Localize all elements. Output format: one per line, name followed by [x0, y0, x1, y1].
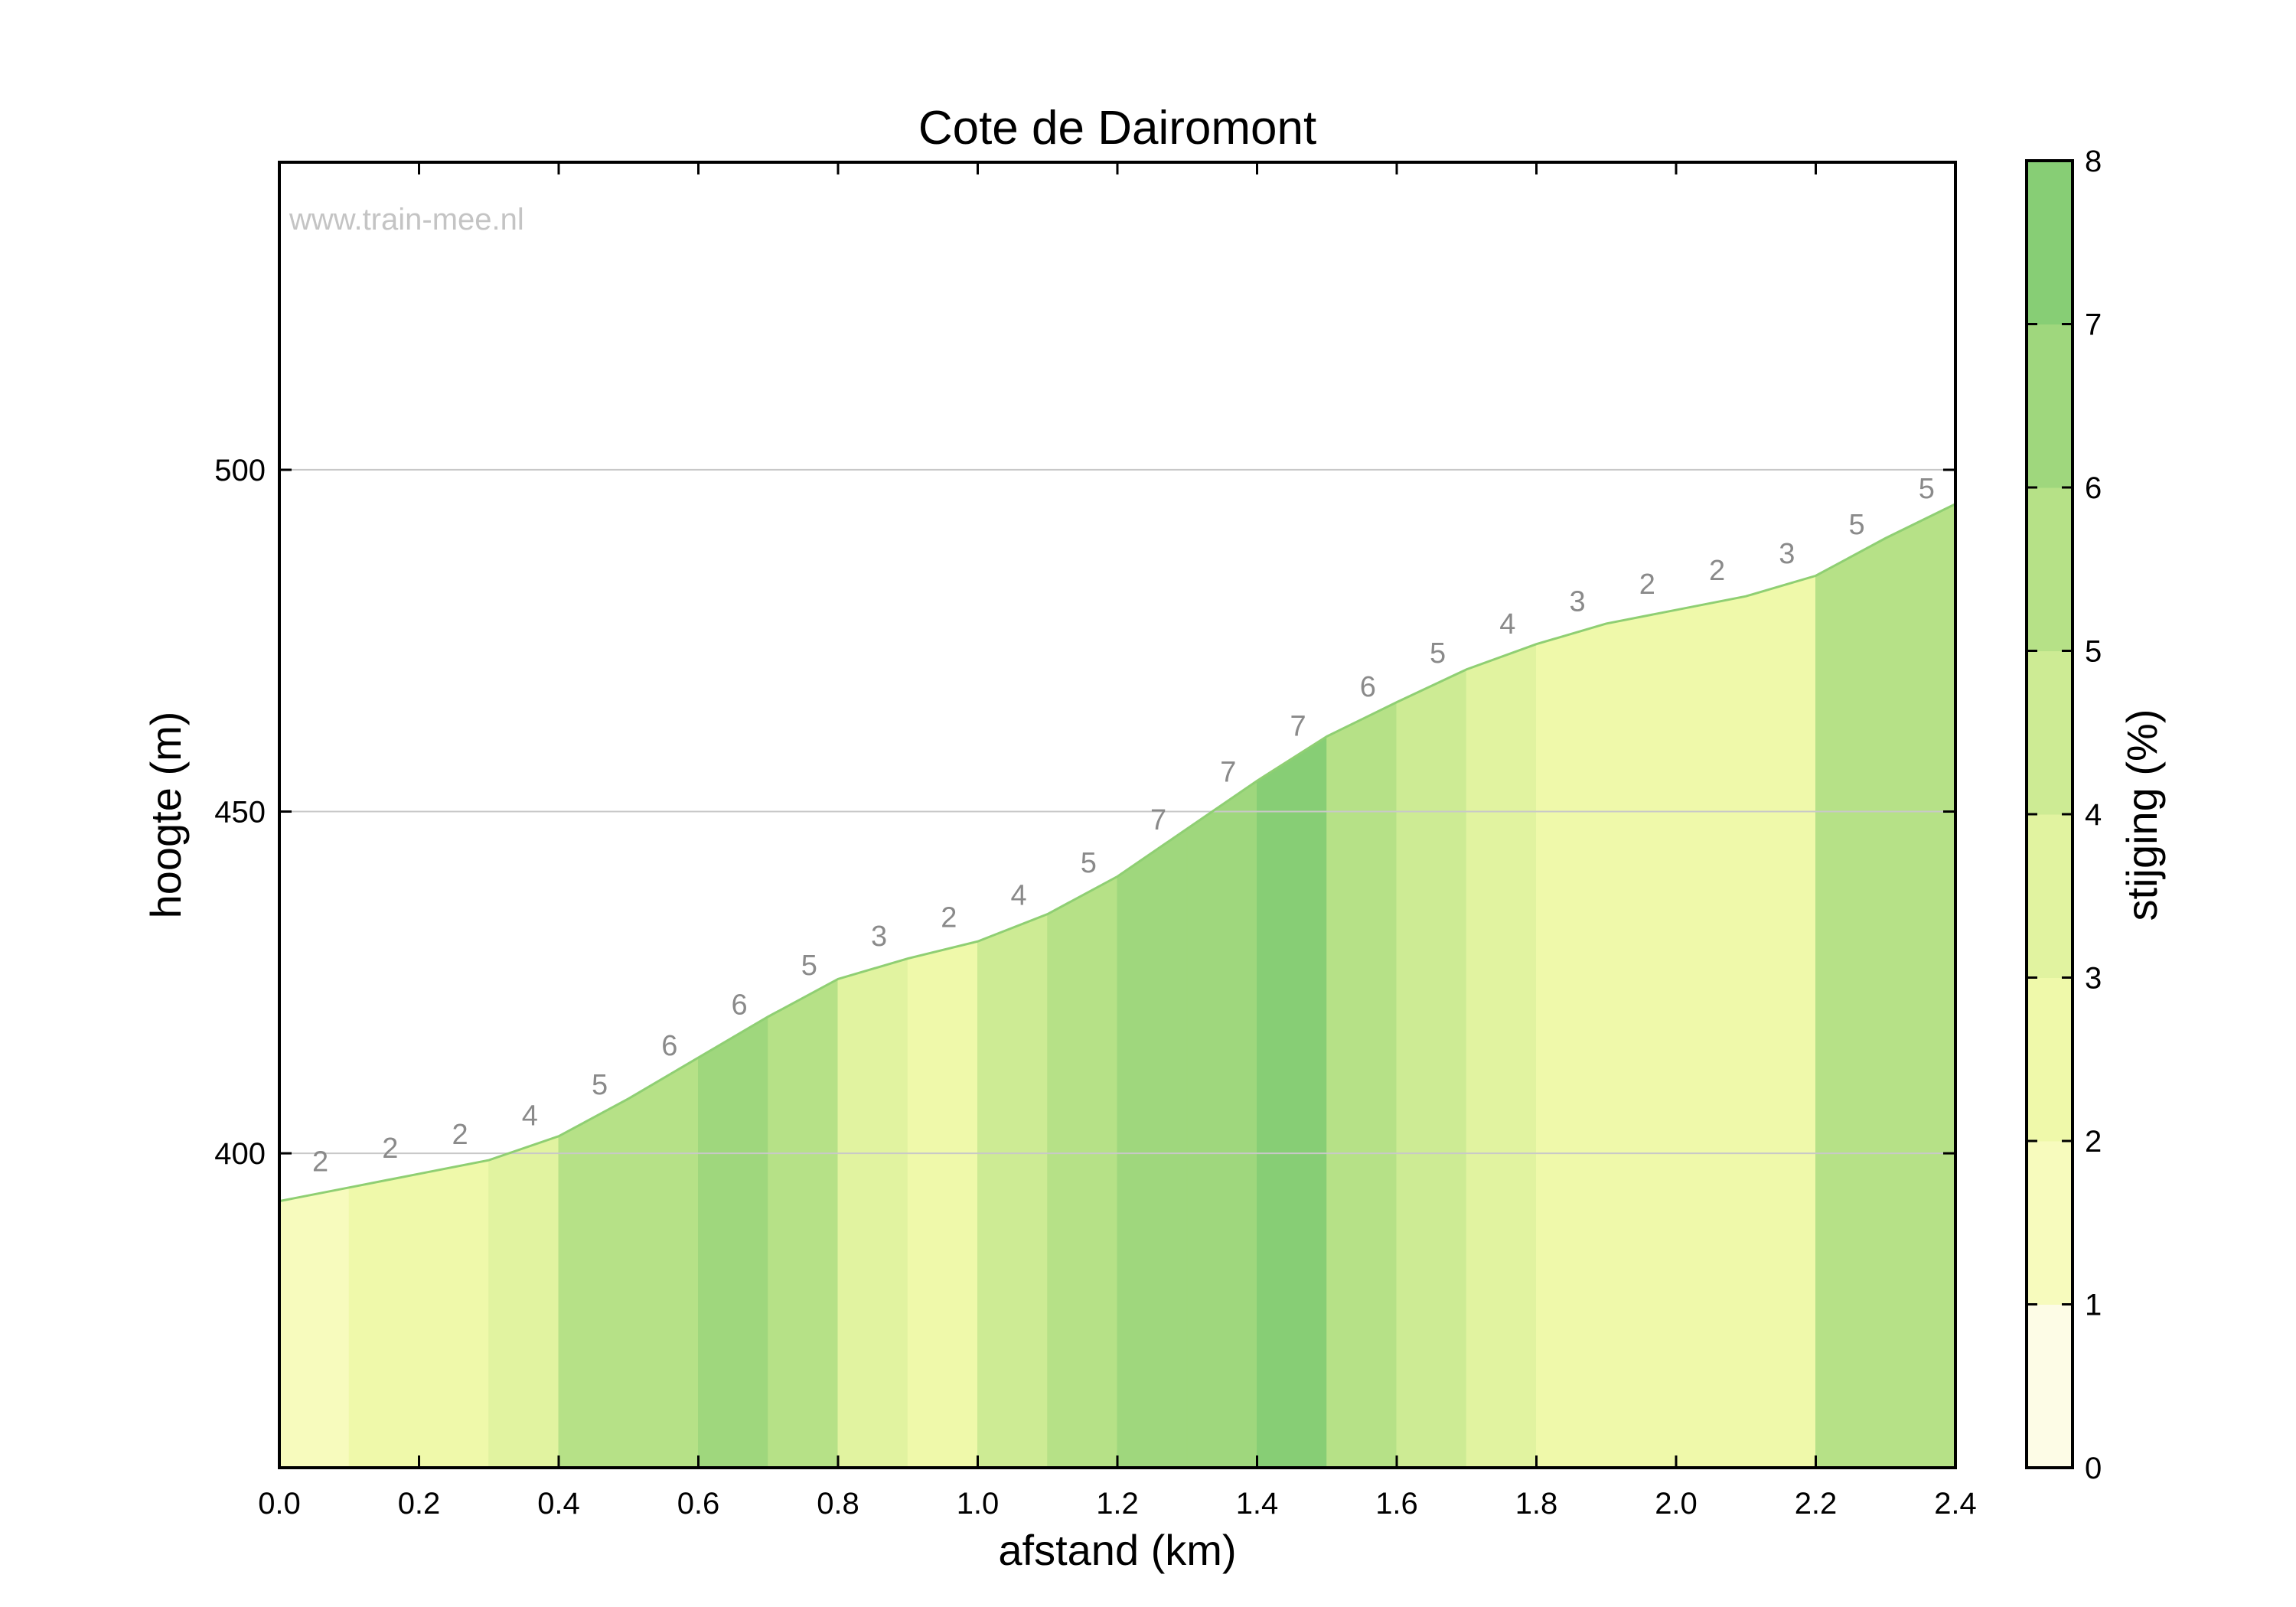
- grade-label: 2: [1709, 555, 1725, 587]
- colorbar-tick-label: 0: [2085, 1452, 2102, 1485]
- grade-label: 3: [871, 921, 887, 953]
- grade-label: 2: [941, 901, 957, 934]
- x-tick-label: 2.4: [1934, 1487, 1977, 1521]
- colorbar: 0 1 2 3 4 5 6 7 8: [2025, 145, 2102, 1485]
- grade-label: 5: [1849, 509, 1865, 541]
- grade-fill-segments: [279, 503, 1956, 1468]
- y-axis-ticks: 400 450 500: [214, 454, 1955, 1171]
- grade-segment: [1536, 623, 1607, 1468]
- colorbar-tick-label: 6: [2085, 471, 2102, 505]
- grade-label: 4: [1011, 879, 1027, 911]
- watermark: www.train-mee.nl: [289, 203, 524, 236]
- grade-label: 6: [661, 1030, 677, 1062]
- x-axis-label: afstand (km): [998, 1526, 1236, 1574]
- x-tick-label: 0.4: [537, 1487, 580, 1521]
- y-tick-label: 450: [214, 796, 266, 830]
- colorbar-band: [2027, 161, 2073, 324]
- grade-label: 2: [452, 1119, 468, 1151]
- x-tick-label: 0.8: [817, 1487, 859, 1521]
- grade-segment: [1047, 875, 1118, 1468]
- grade-label: 6: [1360, 671, 1376, 703]
- y-tick-label: 500: [214, 454, 266, 487]
- grade-label: 5: [592, 1069, 608, 1101]
- x-tick-label: 2.0: [1655, 1487, 1698, 1521]
- colorbar-tick-label: 5: [2085, 635, 2102, 669]
- grade-label: 7: [1150, 804, 1166, 836]
- grade-label: 7: [1220, 757, 1236, 789]
- colorbar-tick-label: 4: [2085, 798, 2102, 832]
- grade-segment: [1745, 575, 1816, 1468]
- y-axis-label: hoogte (m): [142, 712, 190, 919]
- colorbar-band: [2027, 1141, 2073, 1305]
- grade-label: 3: [1779, 538, 1795, 570]
- colorbar-band: [2027, 650, 2073, 815]
- grade-label: 4: [522, 1100, 538, 1132]
- grade-label: 2: [1639, 569, 1655, 601]
- x-tick-label: 0.2: [398, 1487, 441, 1521]
- x-tick-label: 0.0: [258, 1487, 301, 1521]
- grade-segment: [1326, 701, 1397, 1468]
- grade-label: 5: [1081, 847, 1097, 879]
- grade-segment: [1675, 595, 1746, 1468]
- colorbar-tick-label: 2: [2085, 1125, 2102, 1159]
- colorbar-band: [2027, 324, 2073, 488]
- grade-segment: [488, 1136, 559, 1468]
- grade-segment: [1257, 735, 1328, 1468]
- colorbar-band: [2027, 1304, 2073, 1468]
- x-tick-label: 1.0: [957, 1487, 1000, 1521]
- grade-segment: [1117, 827, 1188, 1468]
- x-tick-label: 1.4: [1236, 1487, 1279, 1521]
- grade-label: 4: [1499, 608, 1515, 641]
- grade-segment: [1186, 780, 1257, 1468]
- grade-label: 2: [312, 1146, 328, 1178]
- grade-label: 5: [1430, 637, 1446, 670]
- x-tick-label: 2.2: [1795, 1487, 1838, 1521]
- grade-segment: [1466, 643, 1537, 1468]
- grade-labels: 2 2 2 4 5 6 6 5 3 2 4 5 7 7 7 6 5 4 3 2 2 3 5 5: [312, 473, 1935, 1178]
- colorbar-band: [2027, 814, 2073, 978]
- x-tick-label: 1.2: [1096, 1487, 1139, 1521]
- grade-segment: [698, 1015, 769, 1468]
- grade-segment: [1885, 503, 1956, 1468]
- grade-label: 5: [1919, 473, 1935, 505]
- grade-segment: [1606, 609, 1677, 1468]
- gridlines: [279, 468, 1955, 1155]
- colorbar-tick-label: 8: [2085, 145, 2102, 178]
- grade-segment: [837, 957, 908, 1468]
- grade-segment: [907, 940, 978, 1468]
- x-axis-ticks: 0.0 0.2 0.4 0.6 0.8 1.0 1.2 1.4 1.6 1.8 2.0 2.2 2.4: [258, 162, 1977, 1521]
- grade-segment: [628, 1057, 699, 1468]
- grade-label: 2: [382, 1133, 398, 1165]
- chart-title: Cote de Dairomont: [918, 102, 1316, 155]
- grade-segment: [977, 913, 1049, 1468]
- colorbar-label: stijging (%): [2118, 709, 2166, 921]
- grade-label: 7: [1290, 710, 1306, 742]
- colorbar-tick-label: 3: [2085, 962, 2102, 996]
- colorbar-tick-label: 1: [2085, 1289, 2102, 1322]
- y-tick-label: 400: [214, 1137, 266, 1171]
- grade-segment: [279, 1187, 350, 1468]
- grade-segment: [1396, 668, 1467, 1468]
- grade-segment: [768, 978, 839, 1468]
- colorbar-band: [2027, 977, 2073, 1142]
- colorbar-tick-label: 7: [2085, 308, 2102, 342]
- x-tick-label: 1.6: [1375, 1487, 1418, 1521]
- grade-label: 6: [732, 989, 748, 1021]
- elevation-profile-line: [279, 503, 1956, 1203]
- grade-label: 5: [801, 950, 817, 982]
- grade-segment: [1815, 537, 1887, 1468]
- grade-segment: [419, 1159, 490, 1468]
- grade-segment: [348, 1173, 419, 1468]
- x-tick-label: 1.8: [1515, 1487, 1558, 1521]
- colorbar-band: [2027, 487, 2073, 651]
- x-tick-label: 0.6: [677, 1487, 720, 1521]
- grade-label: 3: [1570, 585, 1586, 618]
